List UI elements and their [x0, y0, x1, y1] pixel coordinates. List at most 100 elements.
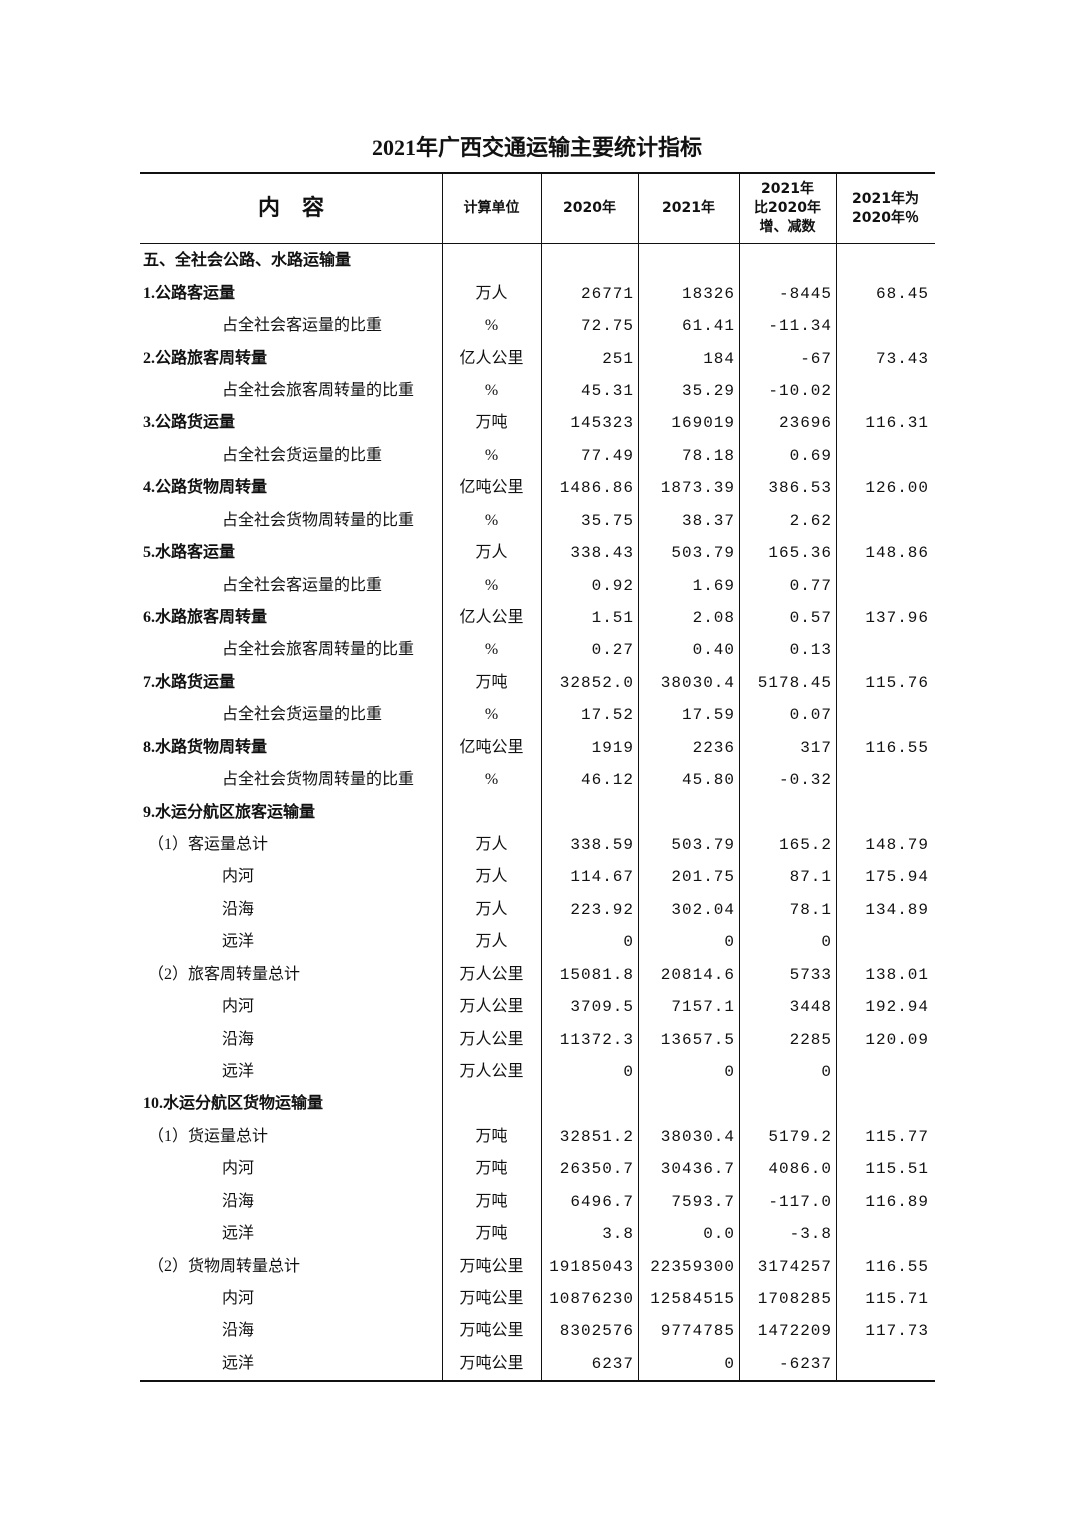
value: 317	[800, 738, 832, 757]
value: 1708285	[757, 1289, 832, 1308]
column-rule	[739, 173, 740, 1381]
header-text: 比2020年	[754, 200, 821, 216]
row-label: 占全社会货物周转量的比重	[222, 771, 415, 789]
unit: %	[484, 446, 499, 464]
value: 87.1	[789, 868, 832, 887]
row-label: 占全社会旅客周转量的比重	[222, 381, 415, 399]
row-label: 远洋	[222, 933, 255, 951]
value: 115.77	[865, 1127, 929, 1146]
value: 148.86	[865, 544, 929, 563]
value: 120.09	[865, 1030, 929, 1049]
row-label: 内河	[222, 868, 255, 886]
value: 68.45	[875, 284, 929, 303]
value: 116.55	[865, 738, 929, 757]
value: 13657.5	[660, 1030, 735, 1049]
unit: 万人公里	[459, 1062, 524, 1080]
row-label: 1.公路客运量	[143, 284, 236, 302]
value: 0.40	[692, 641, 735, 660]
value: 11372.3	[559, 1030, 634, 1049]
value: 165.36	[768, 544, 832, 563]
value: 1486.86	[559, 479, 634, 498]
value: 0.69	[789, 446, 832, 465]
row-label: 占全社会客运量的比重	[222, 317, 383, 335]
value: 0.13	[789, 641, 832, 660]
value: 7593.7	[671, 1192, 735, 1211]
row-label: 占全社会客运量的比重	[222, 576, 383, 594]
unit: 万人	[475, 868, 508, 886]
row-label: 内河	[222, 1289, 255, 1307]
row-label: 9.水运分航区旅客运输量	[143, 803, 316, 821]
row-label: （2）旅客周转量总计	[148, 965, 301, 983]
row-label: 7.水路货运量	[143, 673, 236, 691]
unit: %	[484, 576, 499, 594]
value: 115.51	[865, 1160, 929, 1179]
row-label: （2）货物周转量总计	[148, 1257, 301, 1275]
unit: 万吨公里	[459, 1289, 524, 1307]
value: -67	[800, 349, 832, 368]
value: 26350.7	[559, 1160, 634, 1179]
value: 338.43	[570, 544, 634, 563]
value: -117.0	[768, 1192, 832, 1211]
unit: %	[484, 706, 499, 724]
value: 3174257	[757, 1257, 832, 1276]
value: 2.08	[692, 608, 735, 627]
value: 7157.1	[671, 998, 735, 1017]
value: 20814.6	[660, 965, 735, 984]
row-label: 8.水路货物周转量	[143, 738, 268, 756]
value: 4086.0	[768, 1160, 832, 1179]
value: 1.51	[591, 608, 634, 627]
value: 137.96	[865, 608, 929, 627]
unit: 万吨	[475, 673, 508, 691]
row-label: （1）货运量总计	[148, 1127, 269, 1145]
value: 22359300	[650, 1257, 735, 1276]
header-cell: 内 容	[140, 174, 442, 243]
value: 0	[724, 1354, 735, 1373]
value: 116.89	[865, 1192, 929, 1211]
column-rule	[541, 173, 542, 1381]
unit: %	[484, 641, 499, 659]
value: 165.2	[778, 835, 832, 854]
row-label: 占全社会货运量的比重	[222, 706, 383, 724]
value: 17.59	[681, 706, 735, 725]
value: 17.52	[580, 706, 634, 725]
value: -10.02	[768, 381, 832, 400]
unit: 万吨	[475, 1192, 508, 1210]
value: -6237	[778, 1354, 832, 1373]
header-text: 内 容	[257, 196, 324, 221]
header-rule	[140, 243, 935, 244]
value: 0	[724, 933, 735, 952]
header-cell: 2021年 比2020年 增、减数	[739, 174, 836, 243]
value: 5733	[789, 965, 832, 984]
unit: 万吨公里	[459, 1257, 524, 1275]
row-label: 沿海	[222, 1030, 255, 1048]
value: 35.29	[681, 381, 735, 400]
value: 3448	[789, 998, 832, 1017]
row-label: 3.公路货运量	[143, 414, 236, 432]
value: 0.77	[789, 576, 832, 595]
value: 201.75	[671, 868, 735, 887]
unit: %	[484, 511, 499, 529]
unit: 万吨	[475, 414, 508, 432]
column-rule	[836, 173, 837, 1381]
value: 61.41	[681, 317, 735, 336]
row-label: 沿海	[222, 900, 255, 918]
table-bottom-rule	[140, 1380, 935, 1382]
value: 3709.5	[570, 998, 634, 1017]
header-cell: 2020年	[541, 174, 638, 243]
value: 2.62	[789, 511, 832, 530]
value: 0	[623, 933, 634, 952]
row-label: 10.水运分航区货物运输量	[143, 1095, 324, 1113]
row-label: 占全社会旅客周转量的比重	[222, 641, 415, 659]
value: 251	[602, 349, 634, 368]
value: 38030.4	[660, 1127, 735, 1146]
unit: 万人	[475, 284, 508, 302]
value: 2285	[789, 1030, 832, 1049]
value: 6237	[591, 1354, 634, 1373]
value: 116.55	[865, 1257, 929, 1276]
row-label: 远洋	[222, 1062, 255, 1080]
table-top-rule	[140, 172, 935, 174]
value: 6496.7	[570, 1192, 634, 1211]
title: 2021年广西交通运输主要统计指标	[371, 135, 702, 160]
header-cell: 2021年	[638, 174, 739, 243]
